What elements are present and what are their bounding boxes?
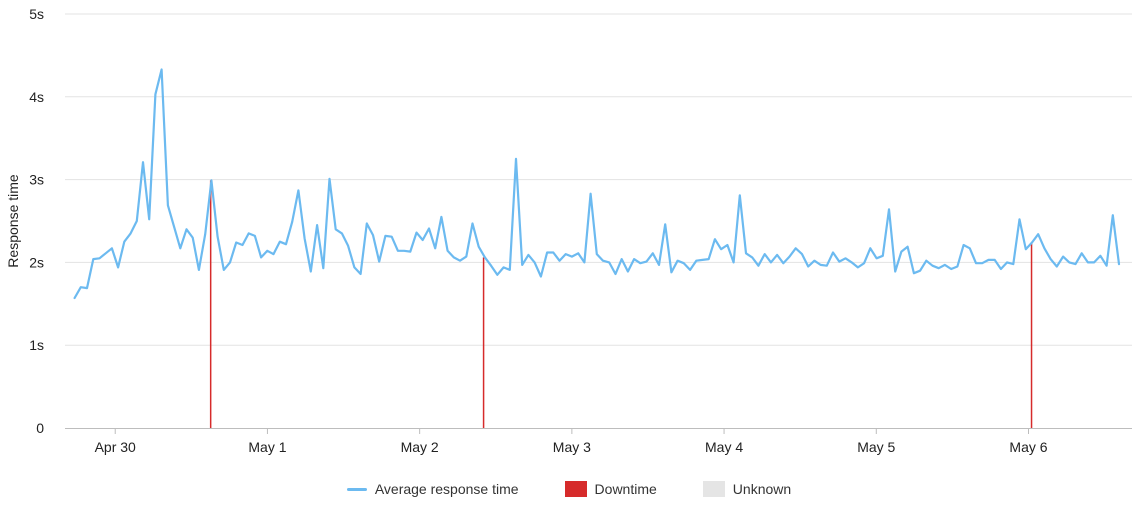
- y-tick-label: 4s: [29, 89, 44, 105]
- y-tick-label: 0: [36, 420, 44, 436]
- legend-item-downtime[interactable]: Downtime: [564, 481, 657, 497]
- legend-box-swatch: [702, 481, 725, 497]
- legend-label: Downtime: [594, 481, 657, 497]
- legend: Average response time Downtime Unknown: [0, 481, 1138, 497]
- y-tick-label: 1s: [29, 337, 44, 353]
- legend-box-swatch: [564, 481, 587, 497]
- series-line-average-response-time: [73, 68, 1121, 300]
- y-axis-label: Response time: [5, 174, 21, 268]
- downtime-markers: [209, 180, 1033, 428]
- x-tick-label: May 6: [1009, 439, 1047, 455]
- legend-label: Average response time: [374, 481, 519, 497]
- legend-item-average-response-time[interactable]: Average response time: [346, 481, 519, 497]
- x-tick-label: May 5: [857, 439, 895, 455]
- x-tick-label: May 3: [553, 439, 591, 455]
- y-tick-label: 3s: [29, 172, 44, 188]
- legend-item-unknown[interactable]: Unknown: [702, 481, 792, 497]
- x-tick-label: May 4: [705, 439, 743, 455]
- y-axis: 0 1s 2s 3s 4s 5s: [29, 6, 44, 436]
- y-tick-label: 2s: [29, 254, 44, 270]
- legend-label: Unknown: [732, 481, 792, 497]
- legend-line-swatch: [346, 487, 367, 491]
- gridlines: [65, 13, 1132, 346]
- x-tick-label: May 1: [248, 439, 286, 455]
- y-tick-label: 5s: [29, 6, 44, 22]
- x-tick-label: Apr 30: [95, 439, 136, 455]
- series-lines: [73, 68, 1121, 300]
- x-tick-label: May 2: [401, 439, 439, 455]
- x-axis: Apr 30 May 1 May 2 May 3 May 4 May 5 May 6: [65, 428, 1132, 455]
